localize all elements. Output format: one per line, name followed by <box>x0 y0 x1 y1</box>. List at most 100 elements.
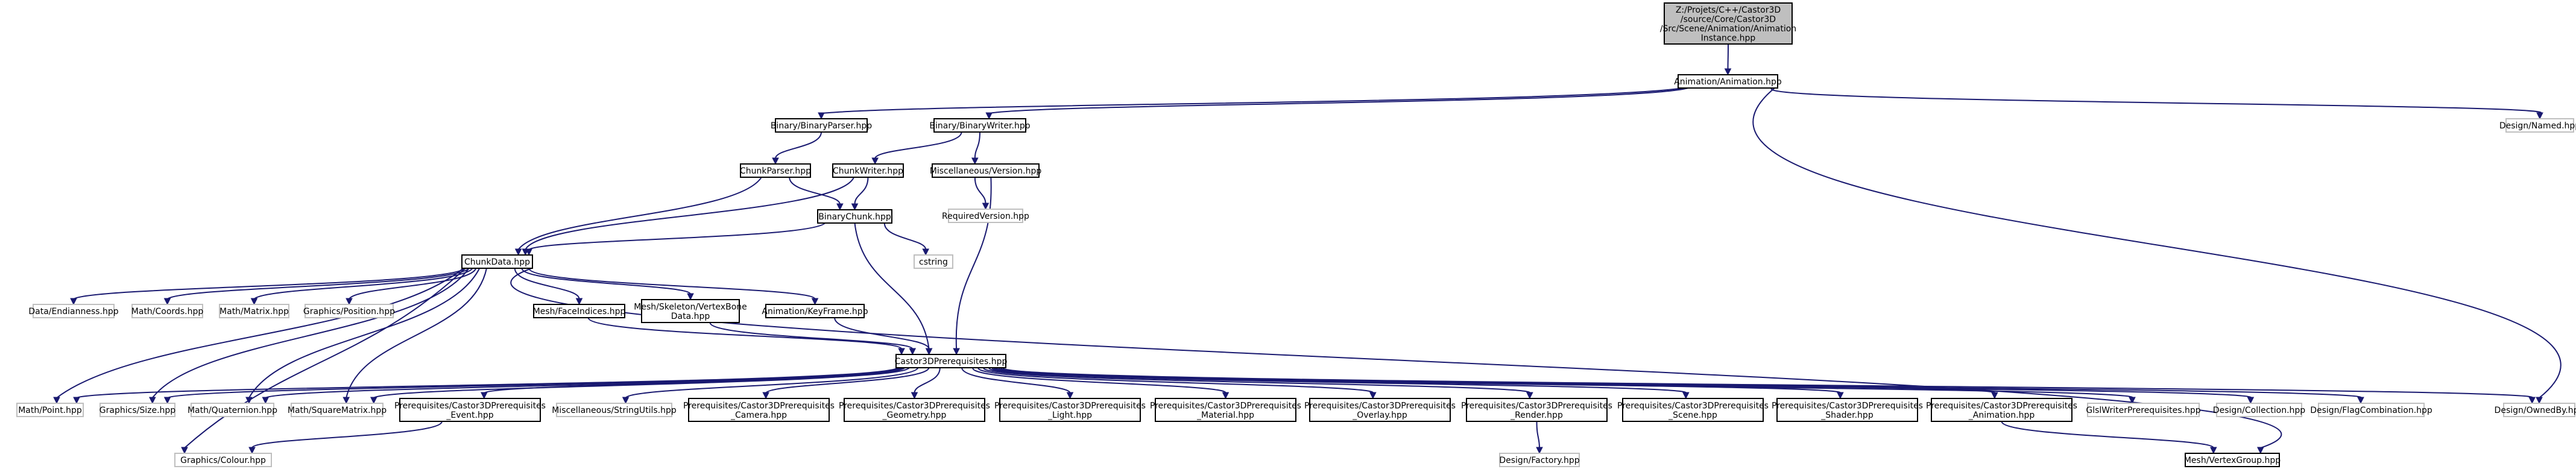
node-owned[interactable]: Design/OwnedBy.hpp <box>2495 403 2576 417</box>
edge-faceidx-to-prereq <box>587 317 905 356</box>
node-pscene[interactable]: Prerequisites/Castor3DPrerequisites_Scen… <box>1617 398 1769 422</box>
node-pcamera[interactable]: Prerequisites/Castor3DPrerequisites_Came… <box>683 398 835 422</box>
node-box <box>174 453 272 467</box>
edge-cdata-to-keyframe <box>528 268 819 306</box>
edge-arrowhead <box>898 348 905 356</box>
node-factory[interactable]: Design/Factory.hpp <box>1499 453 1580 467</box>
node-cwriter[interactable]: ChunkWriter.hpp <box>832 163 904 178</box>
node-label: Graphics/Colour.hpp <box>180 456 266 465</box>
edge-cdata-to-vgroup <box>510 268 2282 455</box>
node-flagc[interactable]: Design/FlagCombination.hpp <box>2310 403 2432 417</box>
node-label: _Camera.hpp <box>730 411 787 420</box>
node-bparser[interactable]: Binary/BinaryParser.hpp <box>771 118 872 133</box>
node-label: Animation/Animation.hpp <box>1674 77 1782 87</box>
node-coll[interactable]: Design/Collection.hpp <box>2213 403 2306 417</box>
edge-arrowhead <box>953 348 960 356</box>
node-gpos[interactable]: Graphics/Position.hpp <box>303 304 395 318</box>
node-strutil[interactable]: Miscellaneous/StringUtils.hpp <box>552 403 677 417</box>
node-label: RequiredVersion.hpp <box>942 212 1029 221</box>
node-prender[interactable]: Prerequisites/Castor3DPrerequisites_Rend… <box>1461 398 1612 422</box>
node-bchunk[interactable]: BinaryChunk.hpp <box>817 209 892 224</box>
edge-line <box>2001 421 2214 448</box>
edge-prereq-to-poverlay <box>977 367 1377 400</box>
node-box <box>1664 2 1793 45</box>
edge-line <box>854 177 869 205</box>
node-pevent[interactable]: Prerequisites/Castor3DPrerequisites_Even… <box>394 398 546 422</box>
edge-bchunk-to-cstring <box>883 222 930 256</box>
node-pmat[interactable]: Prerequisites/Castor3DPrerequisites_Mate… <box>1150 398 1301 422</box>
node-vgroup[interactable]: Mesh/VertexGroup.hpp <box>2184 453 2281 467</box>
node-plight[interactable]: Prerequisites/Castor3DPrerequisites_Ligh… <box>994 398 1146 422</box>
edge-arrowhead <box>514 248 522 256</box>
edge-prereq-to-pscene <box>988 367 1690 400</box>
node-point[interactable]: Math/Point.hpp <box>16 403 84 417</box>
node-keyframe[interactable]: Animation/KeyFrame.hpp <box>762 304 868 318</box>
node-label: _Material.hpp <box>1196 411 1254 420</box>
node-box <box>1678 74 1778 89</box>
edge-arrowhead <box>53 397 60 404</box>
node-box <box>775 118 868 133</box>
node-box <box>131 304 203 318</box>
node-cstring[interactable]: cstring <box>914 254 953 269</box>
node-glsl[interactable]: GlslWriterPrerequisites.hpp <box>2086 403 2201 417</box>
node-box <box>832 163 904 178</box>
node-sqmat[interactable]: Math/SquareMatrix.hpp <box>288 403 387 417</box>
node-label: ChunkParser.hpp <box>740 166 811 176</box>
node-label: _Shader.hpp <box>1820 411 1874 420</box>
edge-cdata-to-matrix <box>250 268 473 306</box>
node-label: Graphics/Position.hpp <box>303 307 395 316</box>
node-reqver[interactable]: RequiredVersion.hpp <box>942 209 1029 223</box>
node-named[interactable]: Design/Named.hpp <box>2499 118 2576 133</box>
node-box <box>765 304 865 318</box>
node-gsize[interactable]: Graphics/Size.hpp <box>99 403 175 417</box>
edge-line <box>854 222 930 350</box>
node-prereq[interactable]: Castor3DPrerequisites.hpp <box>895 354 1008 368</box>
node-box <box>2087 403 2200 417</box>
node-box <box>1499 453 1580 467</box>
node-pshader[interactable]: Prerequisites/Castor3DPrerequisites_Shad… <box>1772 398 1923 422</box>
node-colour[interactable]: Graphics/Colour.hpp <box>174 453 272 467</box>
node-panim[interactable]: Prerequisites/Castor3DPrerequisites_Anim… <box>1926 398 2077 422</box>
node-endian[interactable]: Data/Endianness.hpp <box>28 304 119 318</box>
edge-line <box>1752 87 2562 398</box>
node-bwriter[interactable]: Binary/BinaryWriter.hpp <box>929 118 1031 133</box>
edge-line <box>977 367 1374 394</box>
node-label: _Geometry.hpp <box>882 411 947 420</box>
edge-line <box>349 268 477 300</box>
node-misc[interactable]: Miscellaneous/Version.hpp <box>930 163 1042 178</box>
node-label: Graphics/Size.hpp <box>99 406 175 415</box>
node-label: Prerequisites/Castor3DPrerequisites <box>683 401 835 411</box>
node-label: Miscellaneous/Version.hpp <box>930 166 1042 176</box>
edge-cdata-to-gpos <box>346 268 477 306</box>
node-box <box>2185 453 2280 467</box>
node-label: _Scene.hpp <box>1668 411 1717 420</box>
node-box <box>844 398 985 422</box>
node-faceidx[interactable]: Mesh/FaceIndices.hpp <box>533 304 626 318</box>
edge-misc-to-reqver <box>974 177 990 210</box>
node-cdata[interactable]: ChunkData.hpp <box>461 254 533 269</box>
node-matrix[interactable]: Math/Matrix.hpp <box>219 304 289 318</box>
node-anim[interactable]: Animation/Animation.hpp <box>1674 74 1782 89</box>
edge-panim-to-vgroup <box>2001 421 2217 455</box>
edge-line <box>983 367 1530 394</box>
node-box <box>914 254 953 269</box>
node-pgeom[interactable]: Prerequisites/Castor3DPrerequisites_Geom… <box>839 398 990 422</box>
node-quat[interactable]: Math/Quaternion.hpp <box>188 403 277 417</box>
edge-prereq-to-strutil <box>622 367 919 404</box>
node-coords[interactable]: Math/Coords.hpp <box>131 304 204 318</box>
node-poverlay[interactable]: Prerequisites/Castor3DPrerequisites_Over… <box>1304 398 1456 422</box>
node-root[interactable]: Z:/Projets/C++/Castor3D/source/Core/Cast… <box>1660 2 1796 45</box>
edge-prereq-to-pmat <box>972 367 1230 400</box>
edge-line <box>955 177 992 350</box>
edge-prereq-to-pevent <box>480 367 910 400</box>
node-label: Mesh/FaceIndices.hpp <box>533 307 626 316</box>
node-cparser[interactable]: ChunkParser.hpp <box>740 163 811 178</box>
node-label: Prerequisites/Castor3DPrerequisites <box>394 401 546 411</box>
edge-bwriter-to-misc <box>971 131 980 165</box>
node-box <box>533 304 625 318</box>
edge-vbone-to-prereq <box>709 322 917 356</box>
edge-arrowhead <box>163 298 171 306</box>
edge-arrowhead <box>2357 397 2364 404</box>
